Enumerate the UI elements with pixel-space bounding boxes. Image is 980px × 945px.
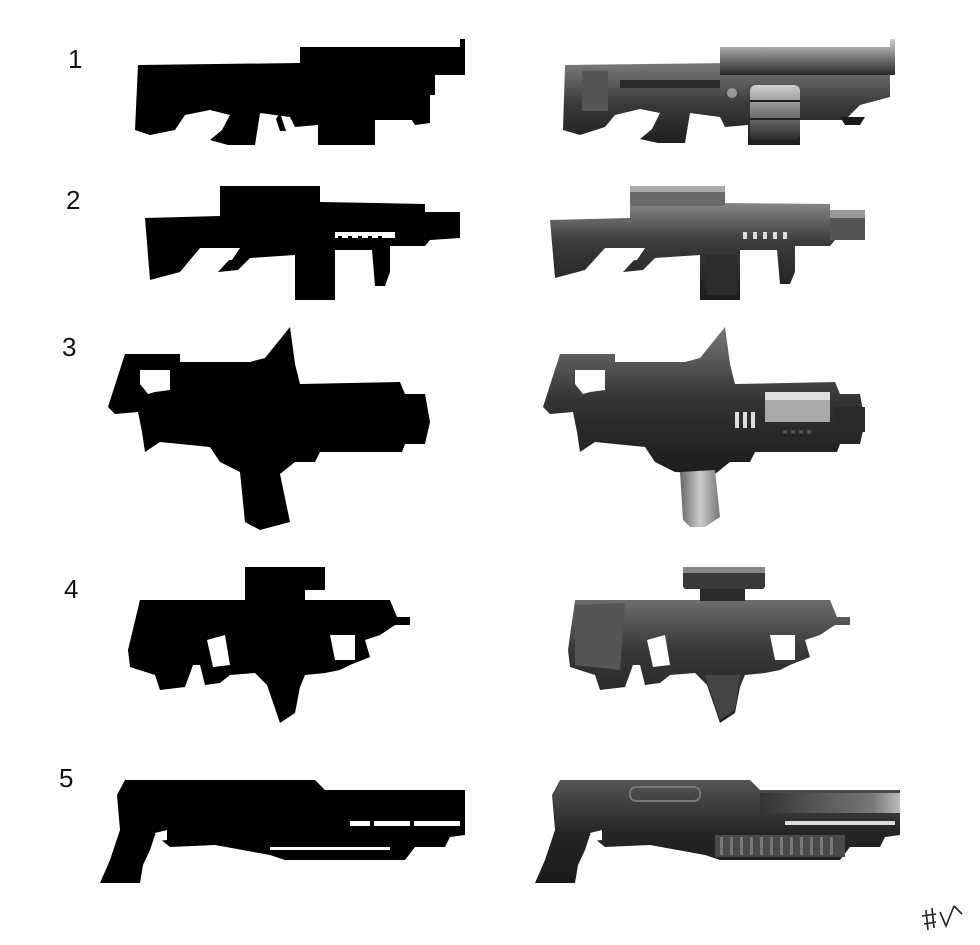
artist-signature-icon	[918, 898, 968, 938]
launcher-3-render-icon	[543, 327, 865, 527]
row-number-2: 2	[66, 185, 81, 215]
row-number-5: 5	[59, 763, 74, 793]
row-number-1: 1	[68, 44, 83, 74]
smg-4-silhouette-icon	[128, 567, 410, 723]
grenade-launcher-render-icon	[563, 39, 895, 145]
launcher-3-silhouette-icon	[108, 327, 430, 530]
silhouette-1	[130, 35, 480, 150]
grenade-launcher-silhouette-icon	[135, 39, 465, 145]
row-number-3: 3	[62, 332, 77, 362]
rifle-2-render-icon	[550, 186, 865, 300]
render-5	[530, 775, 910, 890]
rifle-2-silhouette-icon	[145, 186, 460, 300]
render-2	[545, 180, 875, 305]
silhouette-4	[125, 565, 415, 725]
silhouette-5	[95, 775, 475, 890]
silhouette-2	[140, 180, 470, 305]
render-4	[565, 565, 855, 725]
smg-4-render-icon	[568, 567, 850, 723]
row-number-4: 4	[64, 574, 79, 604]
render-1	[560, 35, 910, 150]
silhouette-3	[100, 322, 440, 537]
render-3	[535, 322, 875, 537]
shotgun-5-render-icon	[535, 780, 900, 883]
shotgun-5-silhouette-icon	[100, 780, 465, 883]
